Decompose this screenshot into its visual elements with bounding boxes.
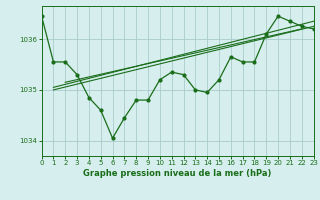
X-axis label: Graphe pression niveau de la mer (hPa): Graphe pression niveau de la mer (hPa) [84,169,272,178]
